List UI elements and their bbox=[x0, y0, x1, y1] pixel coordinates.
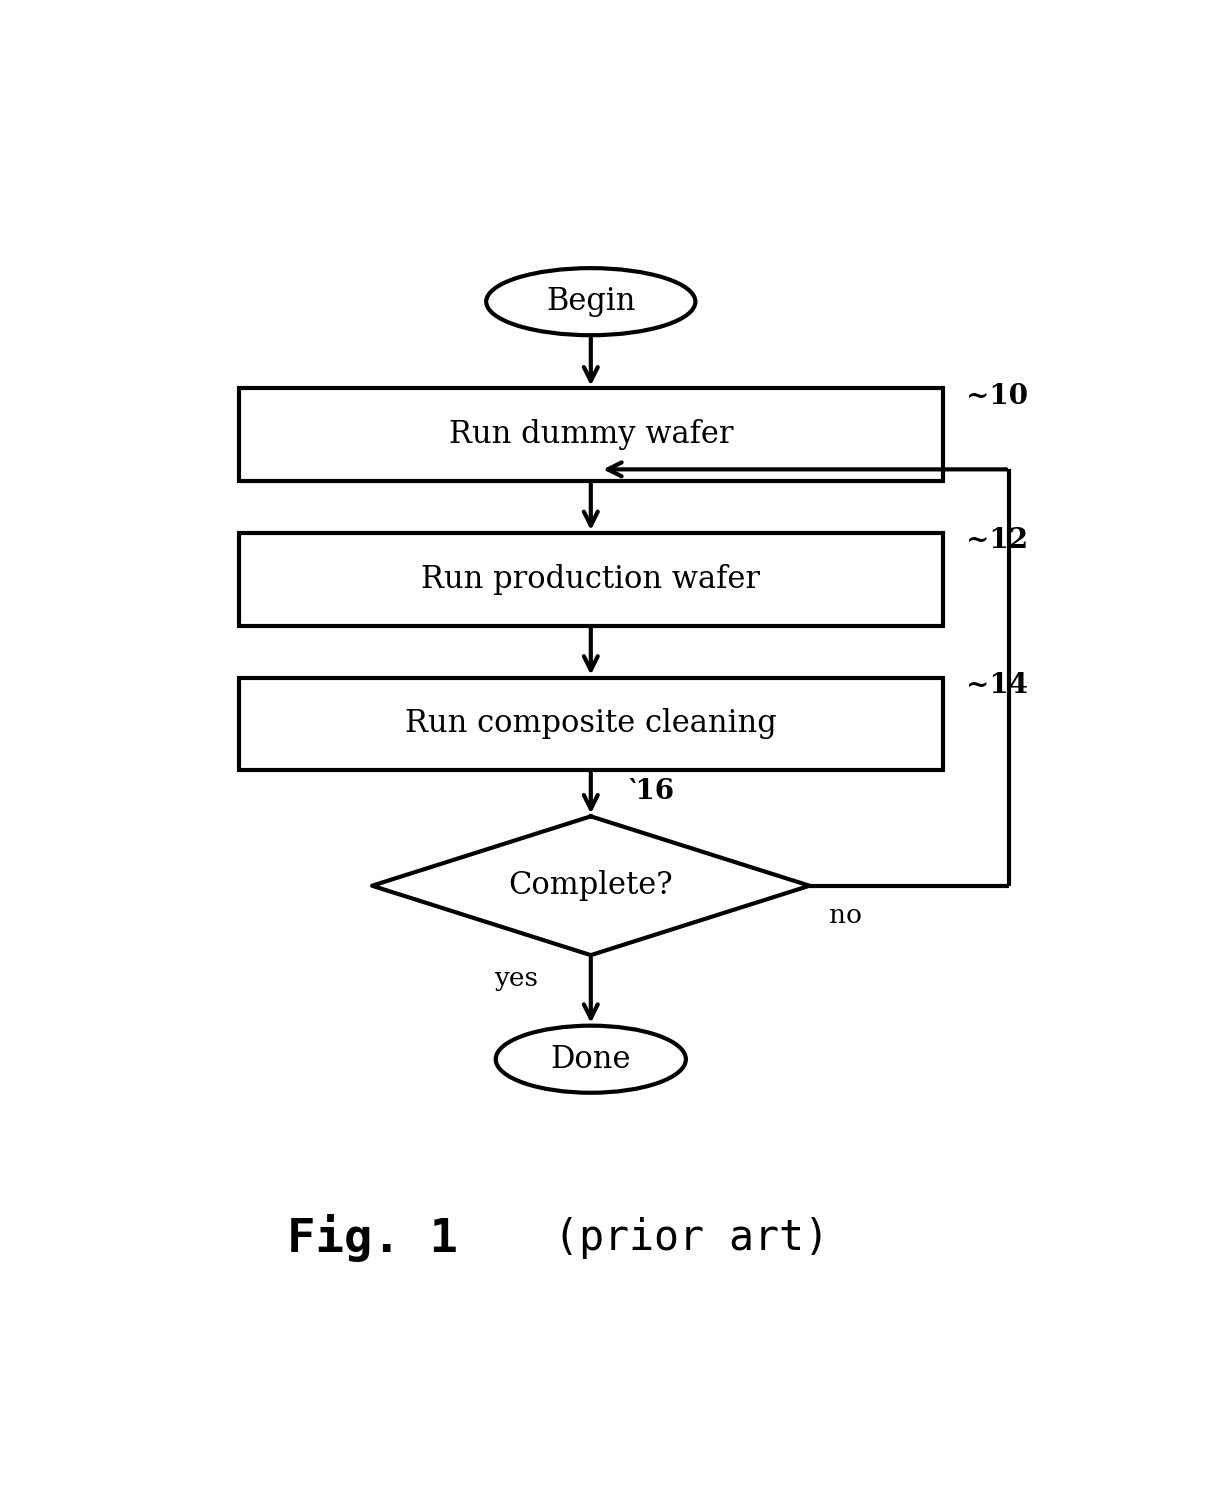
Text: yes: yes bbox=[494, 966, 539, 991]
Text: Complete?: Complete? bbox=[508, 870, 674, 901]
Text: ~10: ~10 bbox=[967, 383, 1028, 410]
Text: (prior art): (prior art) bbox=[529, 1218, 829, 1260]
Text: ~14: ~14 bbox=[967, 671, 1028, 698]
Text: Run composite cleaning: Run composite cleaning bbox=[405, 709, 777, 739]
FancyBboxPatch shape bbox=[239, 677, 942, 771]
Text: ~12: ~12 bbox=[967, 527, 1028, 554]
FancyBboxPatch shape bbox=[239, 389, 942, 481]
Text: Begin: Begin bbox=[546, 287, 636, 317]
Ellipse shape bbox=[486, 269, 696, 335]
FancyBboxPatch shape bbox=[239, 533, 942, 625]
Text: Fig. 1: Fig. 1 bbox=[286, 1215, 458, 1263]
Ellipse shape bbox=[496, 1026, 686, 1093]
Text: Run dummy wafer: Run dummy wafer bbox=[449, 419, 733, 451]
Text: Run production wafer: Run production wafer bbox=[421, 563, 761, 595]
Text: ‵16: ‵16 bbox=[628, 778, 675, 805]
Text: no: no bbox=[828, 903, 861, 928]
Polygon shape bbox=[372, 817, 810, 955]
Text: Done: Done bbox=[551, 1044, 631, 1075]
